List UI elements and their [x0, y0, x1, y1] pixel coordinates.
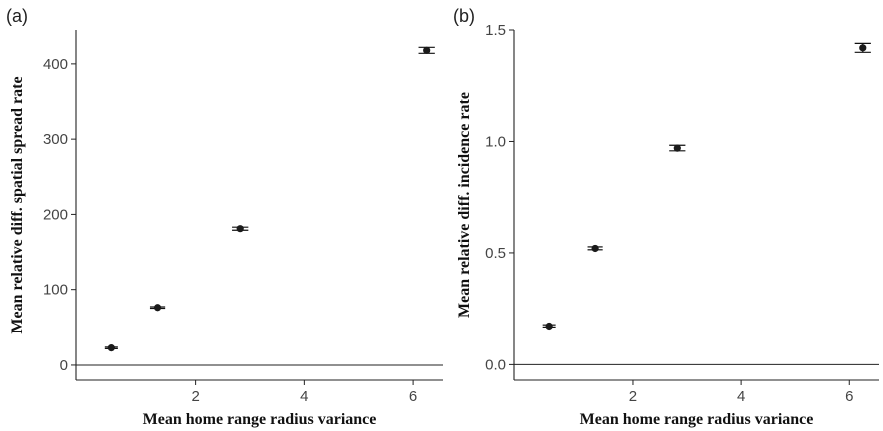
panel-b-point-0	[545, 322, 553, 331]
panel-b-x-tick-label-0: 2	[629, 388, 637, 405]
panel-b-point-3	[859, 44, 867, 52]
panel-a-tag: (a)	[6, 6, 28, 26]
panel-a-y-tick-label-1: 100	[43, 282, 68, 299]
panel-b-y-tick-label-3: 1.5	[485, 22, 506, 39]
panel-b-y-tick-label-2: 1.0	[485, 133, 506, 150]
panel-b-point-2	[673, 144, 681, 152]
panel-b-x-axis-title: Mean home range radius variance	[580, 411, 814, 428]
panel-a-x-tick-label-2: 6	[409, 388, 417, 405]
panel-a-y-tick-label-4: 400	[43, 56, 68, 73]
panel-b-y-tick-label-1: 0.5	[485, 245, 506, 262]
panel-a-point-3	[423, 46, 431, 54]
panel-a-x-tick-label-1: 4	[300, 388, 308, 405]
panel-a-point-0	[107, 344, 115, 352]
panel-a-y-axis-title: Mean relative diff. spatial spread rate	[9, 76, 26, 333]
panel-b-y-tick-label-0: 0.0	[485, 356, 506, 373]
panel-b-x-tick-label-2: 6	[845, 388, 853, 405]
panel-a-y-tick-label-0: 0	[60, 357, 68, 374]
panel-b-x-tick-label-1: 4	[737, 388, 745, 405]
panel-b-point-1	[591, 244, 599, 253]
panel-a-point-1	[153, 304, 162, 312]
panel-a-x-tick-label-0: 2	[191, 388, 199, 405]
panel-a-x-axis-title: Mean home range radius variance	[143, 411, 377, 428]
panel-b-tag: (b)	[453, 6, 475, 26]
panel-a-y-tick-label-2: 200	[43, 206, 68, 223]
panel-b-y-axis-title: Mean relative diff. incidence rate	[456, 92, 473, 318]
panel-a-point-2	[236, 225, 244, 233]
panel-a-y-tick-label-3: 300	[43, 131, 68, 148]
